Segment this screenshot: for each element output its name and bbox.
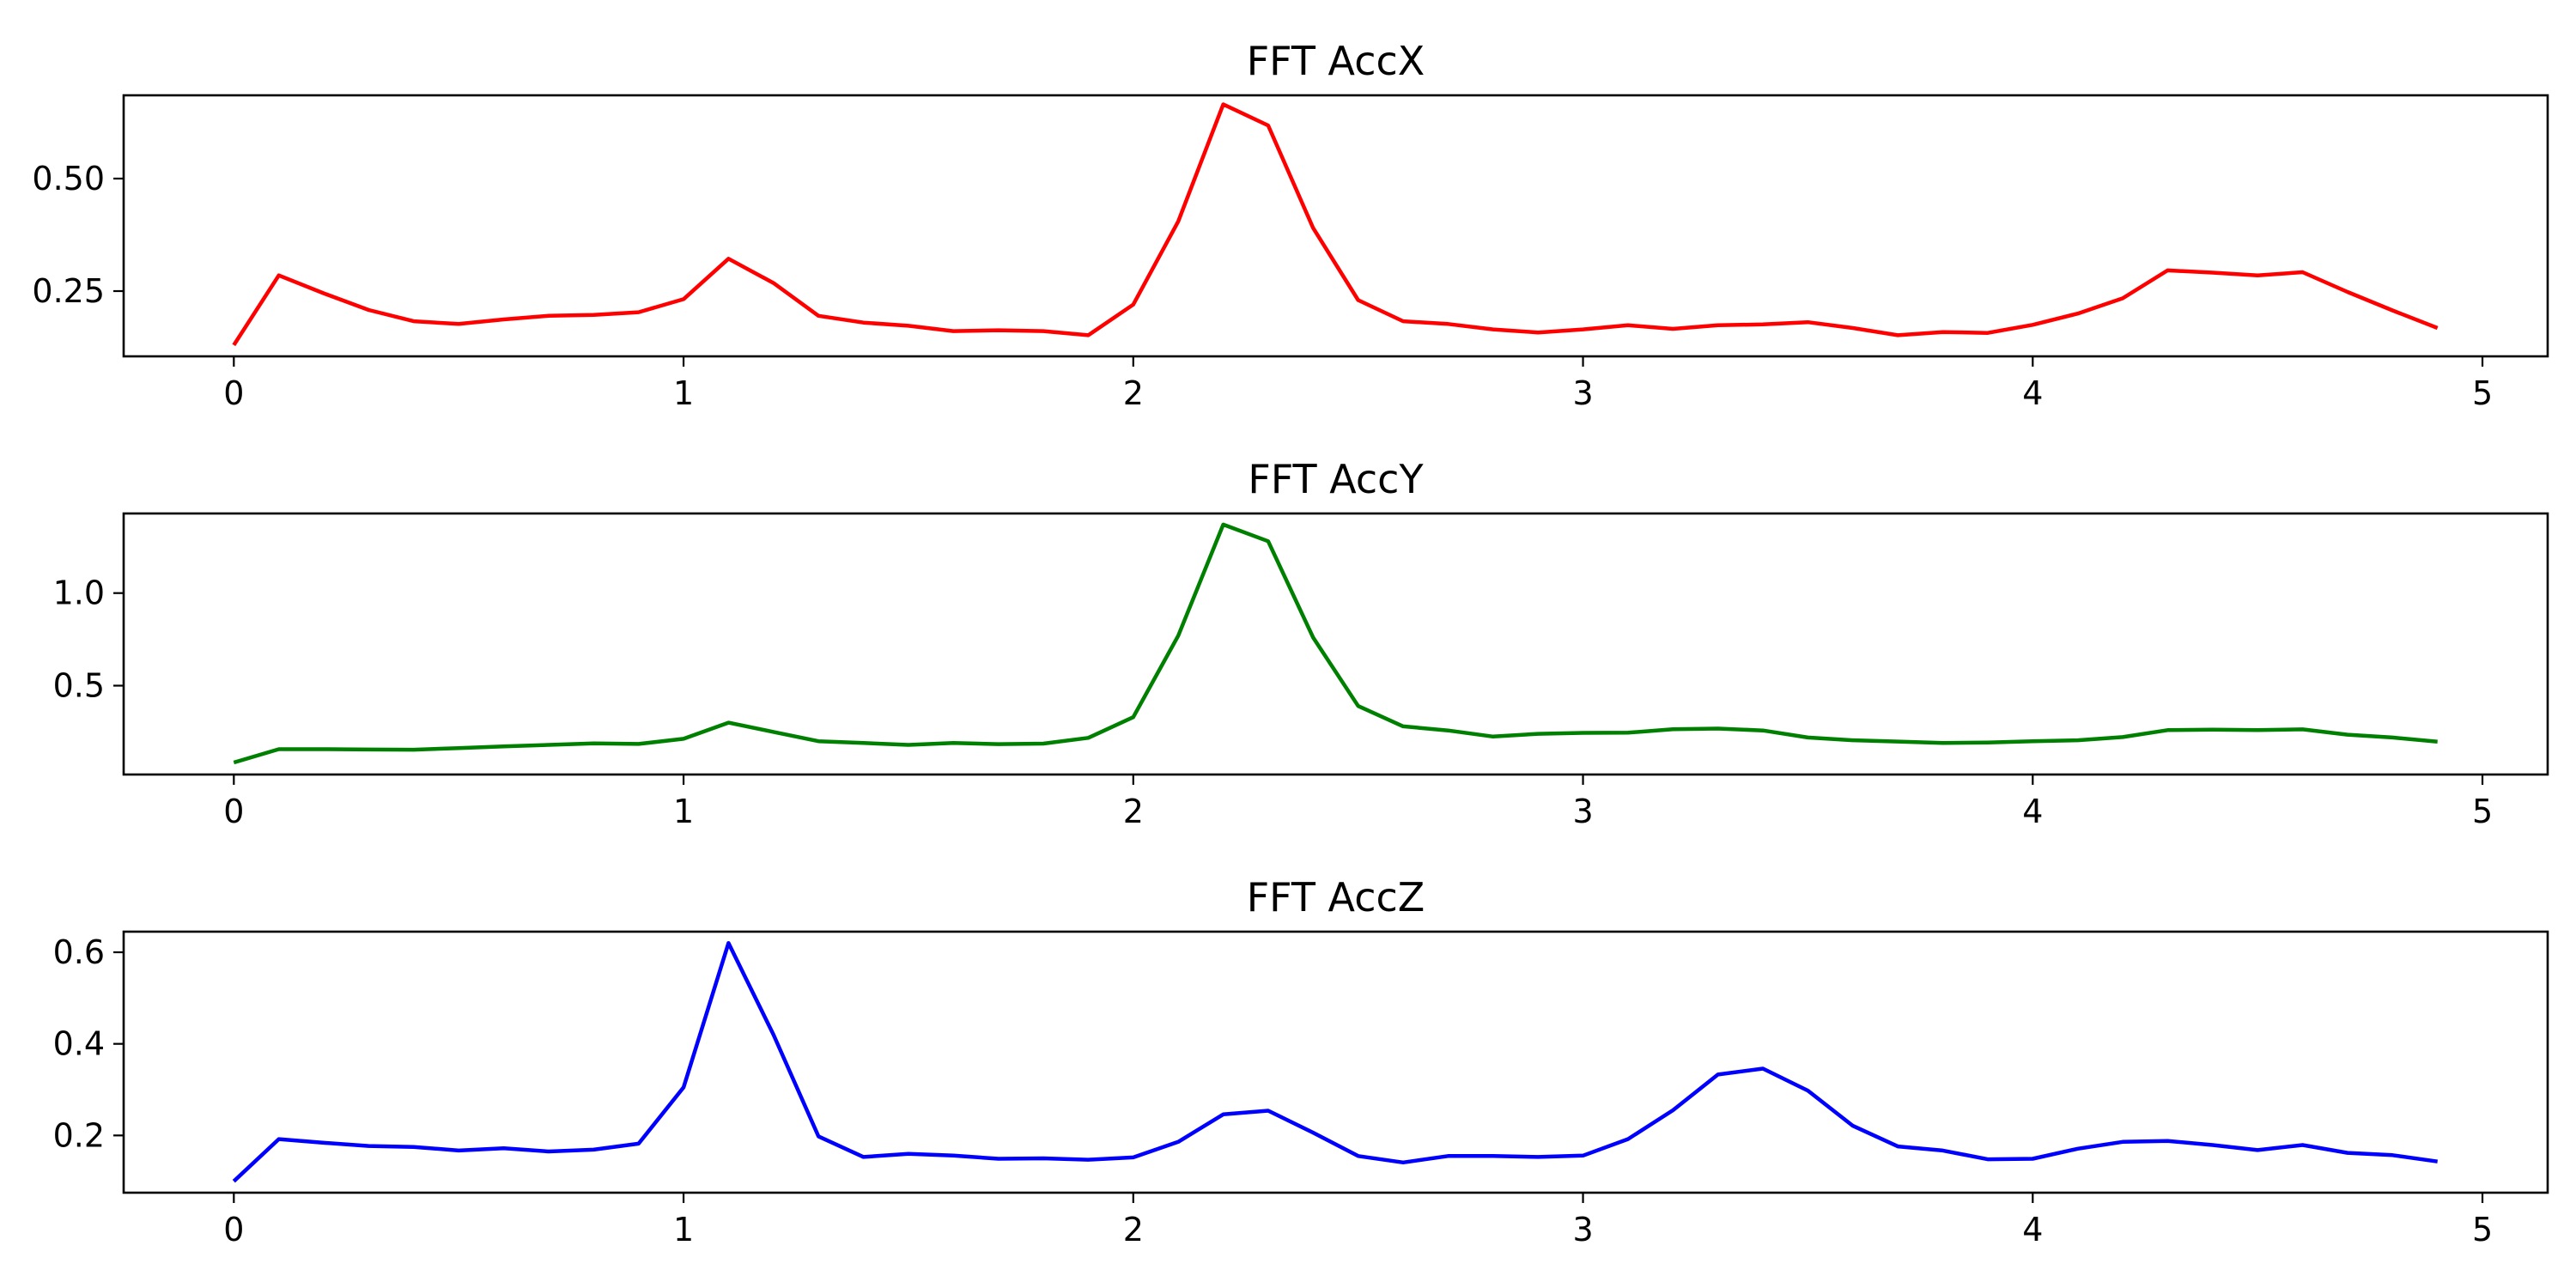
x-tick-label: 2: [1123, 793, 1144, 830]
plot-frame: [122, 930, 2549, 1194]
plot-frame: [122, 512, 2549, 776]
chart-panel-2: FFT AccY 0 1 2 3 4 5 0.5 1.0: [53, 456, 2549, 830]
y-tick-label: 0.25: [32, 272, 105, 310]
series-line: [233, 522, 2438, 765]
y-tick-label: 0.2: [53, 1116, 105, 1154]
x-tick-label: 3: [1572, 374, 1593, 412]
series-line: [232, 941, 2439, 1183]
x-tick-label: 4: [2022, 1211, 2043, 1249]
x-tick-label: 5: [2472, 1211, 2493, 1249]
x-tick-label: 0: [223, 1211, 244, 1249]
y-tick-label: 0.50: [32, 160, 105, 197]
chart-panel-3: FFT AccZ 0 1 2 3 4 5 0.2 0.4 0.6: [53, 874, 2549, 1249]
chart-title: FFT AccY: [1248, 456, 1424, 502]
x-tick-label: 5: [2472, 374, 2493, 412]
x-tick-label: 1: [673, 374, 694, 412]
x-tick-label: 3: [1572, 1211, 1593, 1249]
chart-title: FFT AccX: [1247, 38, 1425, 84]
x-tick-label: 5: [2472, 793, 2493, 830]
plot-frame: [122, 94, 2549, 358]
x-tick-label: 1: [673, 1211, 694, 1249]
x-tick-label: 4: [2022, 374, 2043, 412]
x-tick-label: 0: [223, 374, 244, 412]
y-tick-label: 0.5: [53, 667, 105, 705]
x-tick-label: 4: [2022, 793, 2043, 830]
x-tick-label: 3: [1572, 793, 1593, 830]
chart-title: FFT AccZ: [1247, 874, 1425, 920]
series-line: [232, 102, 2439, 347]
chart-panel-1: FFT AccX 0 1 2 3 4 5 0.25 0.50: [32, 38, 2549, 412]
x-tick-label: 0: [223, 793, 244, 830]
x-tick-label: 2: [1123, 1211, 1144, 1249]
x-tick-label: 2: [1123, 374, 1144, 412]
y-tick-label: 1.0: [53, 574, 105, 612]
x-tick-label: 1: [673, 793, 694, 830]
y-tick-label: 0.6: [53, 933, 105, 971]
y-tick-label: 0.4: [53, 1025, 105, 1063]
